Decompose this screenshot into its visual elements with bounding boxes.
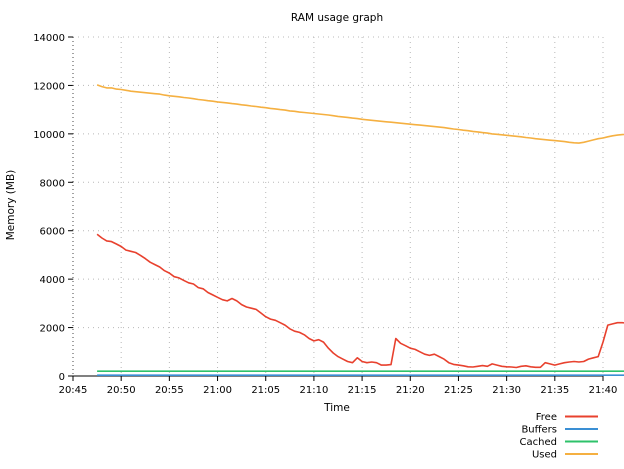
x-tick-label: 20:45: [59, 385, 88, 396]
series-line-used: [96, 84, 624, 144]
chart-title: RAM usage graph: [291, 12, 383, 24]
x-tick-label: 21:30: [492, 385, 521, 396]
x-tick-label: 21:20: [396, 385, 425, 396]
legend-label-buffers: Buffers: [521, 425, 557, 436]
x-tick-label: 20:50: [107, 385, 136, 396]
x-tick-label: 21:05: [251, 385, 280, 396]
grid: [73, 36, 604, 376]
x-tick-label: 21:40: [589, 385, 618, 396]
x-tick-label: 21:10: [299, 385, 328, 396]
y-tick-label: 12000: [33, 81, 65, 92]
y-tick-label: 10000: [33, 130, 65, 141]
y-tick-label: 14000: [33, 33, 65, 44]
legend-label-free: Free: [536, 412, 557, 423]
y-tick-label: 2000: [40, 324, 65, 335]
legend-label-cached: Cached: [520, 437, 557, 448]
y-tick-label: 8000: [40, 178, 65, 189]
x-tick-label: 21:15: [348, 385, 377, 396]
x-tick-label: 21:00: [203, 385, 232, 396]
series-lines: [96, 84, 624, 377]
x-tick-label: 21:25: [444, 385, 473, 396]
x-axis-label: Time: [323, 402, 350, 414]
y-axis-label: Memory (MB): [5, 170, 17, 241]
y-tick-label: 4000: [40, 275, 65, 286]
x-tick-label: 21:35: [540, 385, 569, 396]
legend-label-used: Used: [532, 450, 557, 461]
x-tick-label: 20:55: [155, 385, 184, 396]
y-tick-label: 0: [59, 372, 65, 383]
series-line-free: [96, 233, 624, 369]
y-tick-label: 6000: [40, 227, 65, 238]
